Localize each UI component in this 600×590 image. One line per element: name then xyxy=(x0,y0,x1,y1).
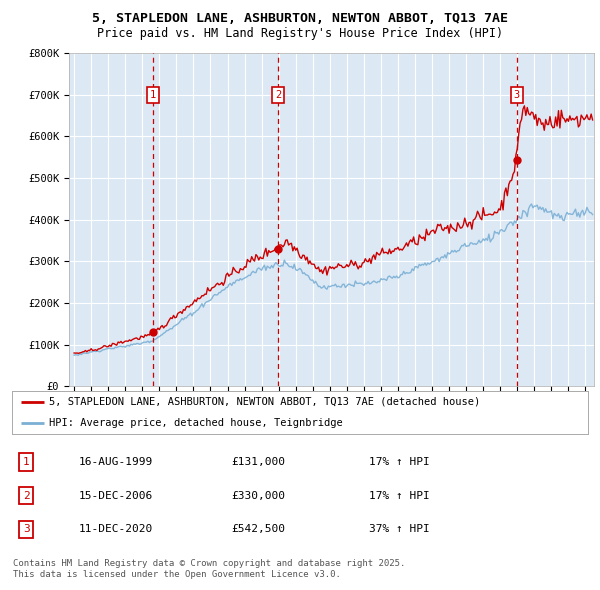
Text: 16-AUG-1999: 16-AUG-1999 xyxy=(78,457,152,467)
Text: 5, STAPLEDON LANE, ASHBURTON, NEWTON ABBOT, TQ13 7AE (detached house): 5, STAPLEDON LANE, ASHBURTON, NEWTON ABB… xyxy=(49,397,481,407)
Text: HPI: Average price, detached house, Teignbridge: HPI: Average price, detached house, Teig… xyxy=(49,418,343,428)
Text: 2: 2 xyxy=(23,491,30,500)
Text: 1: 1 xyxy=(23,457,30,467)
Text: 17% ↑ HPI: 17% ↑ HPI xyxy=(369,491,430,500)
Text: 3: 3 xyxy=(23,525,30,534)
Text: 1: 1 xyxy=(150,90,156,100)
Text: £131,000: £131,000 xyxy=(231,457,285,467)
Text: 17% ↑ HPI: 17% ↑ HPI xyxy=(369,457,430,467)
Text: 37% ↑ HPI: 37% ↑ HPI xyxy=(369,525,430,534)
Text: 15-DEC-2006: 15-DEC-2006 xyxy=(78,491,152,500)
Text: £542,500: £542,500 xyxy=(231,525,285,534)
Text: Price paid vs. HM Land Registry's House Price Index (HPI): Price paid vs. HM Land Registry's House … xyxy=(97,27,503,40)
Text: 2: 2 xyxy=(275,90,281,100)
Text: £330,000: £330,000 xyxy=(231,491,285,500)
Text: 11-DEC-2020: 11-DEC-2020 xyxy=(78,525,152,534)
Text: 5, STAPLEDON LANE, ASHBURTON, NEWTON ABBOT, TQ13 7AE: 5, STAPLEDON LANE, ASHBURTON, NEWTON ABB… xyxy=(92,12,508,25)
Text: Contains HM Land Registry data © Crown copyright and database right 2025.
This d: Contains HM Land Registry data © Crown c… xyxy=(13,559,406,579)
Text: 3: 3 xyxy=(514,90,520,100)
